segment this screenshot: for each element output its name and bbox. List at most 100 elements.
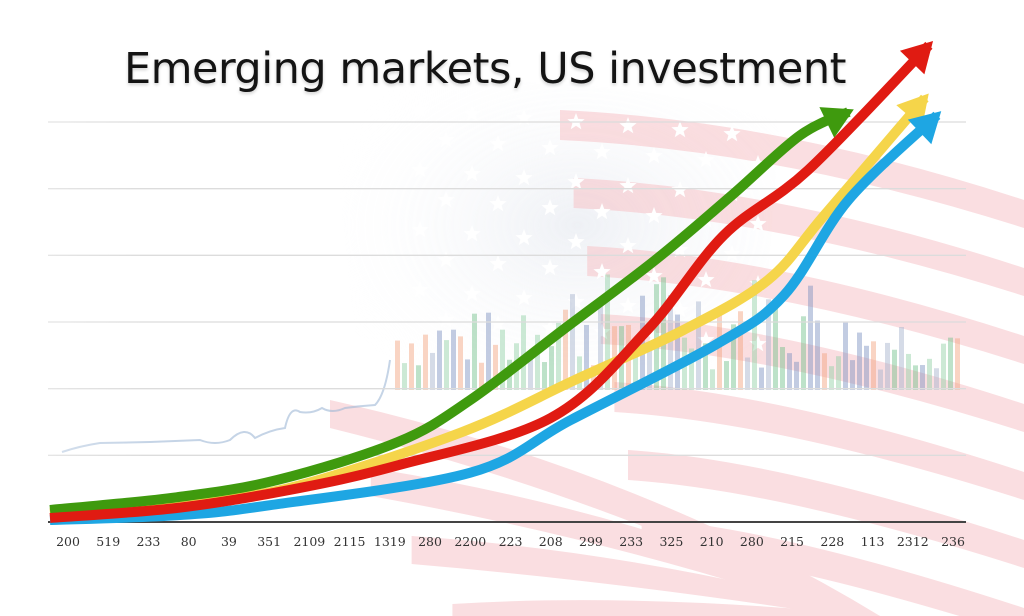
skyline-building bbox=[808, 285, 813, 390]
x-tick-label: 351 bbox=[257, 534, 282, 549]
skyline-building bbox=[934, 368, 939, 390]
x-tick-label: 519 bbox=[96, 534, 121, 549]
x-tick-label: 299 bbox=[579, 534, 603, 549]
series-arrowhead-blue bbox=[907, 111, 942, 145]
flag-star bbox=[515, 109, 533, 126]
skyline-building bbox=[906, 353, 911, 390]
skyline-building bbox=[780, 347, 785, 390]
skyline-building bbox=[465, 359, 470, 390]
flag-star bbox=[619, 177, 637, 194]
skyline-building bbox=[850, 360, 855, 390]
flag-stripe bbox=[573, 178, 1024, 296]
skyline-building bbox=[570, 294, 575, 390]
flag-star bbox=[489, 255, 507, 272]
skyline-building bbox=[535, 334, 540, 390]
flag-star bbox=[697, 151, 715, 168]
flag-star bbox=[489, 195, 507, 212]
flag-star bbox=[723, 245, 741, 262]
skyline-building bbox=[836, 356, 841, 390]
flag-star bbox=[437, 311, 455, 328]
skyline-building bbox=[703, 343, 708, 390]
x-tick-label: 223 bbox=[498, 534, 523, 549]
skyline-building bbox=[920, 365, 925, 390]
flag-star bbox=[749, 335, 767, 352]
flag-star bbox=[463, 225, 481, 242]
flag-star bbox=[541, 199, 559, 216]
x-tick-label: 215 bbox=[780, 534, 805, 549]
flag-star bbox=[567, 113, 585, 130]
x-tick-label: 236 bbox=[941, 534, 965, 549]
x-tick-label: 2109 bbox=[293, 534, 326, 549]
skyline-building bbox=[801, 316, 806, 390]
skyline-building bbox=[486, 312, 491, 390]
flag-stripe bbox=[560, 110, 1024, 228]
skyline-building bbox=[689, 348, 694, 390]
skyline-building bbox=[521, 315, 526, 390]
flag-stripe bbox=[411, 536, 880, 616]
skyline-building bbox=[927, 358, 932, 390]
skyline-building bbox=[731, 324, 736, 390]
skyline-building bbox=[479, 362, 484, 390]
series-layer bbox=[49, 41, 942, 525]
flag-star bbox=[463, 105, 481, 122]
flag-star bbox=[489, 135, 507, 152]
flag-star bbox=[567, 293, 585, 310]
flag-star bbox=[541, 259, 559, 276]
skyline-building bbox=[493, 344, 498, 390]
flag-star bbox=[437, 131, 455, 148]
flag-stripe bbox=[614, 382, 1024, 500]
x-tick-label: 280 bbox=[418, 534, 442, 549]
skyline-building bbox=[864, 345, 869, 390]
flag-star bbox=[645, 147, 663, 164]
skyline-building bbox=[787, 353, 792, 390]
skyline-building bbox=[500, 329, 505, 390]
x-tick-label: 325 bbox=[659, 534, 684, 549]
flag-star bbox=[437, 191, 455, 208]
x-tick-label: 233 bbox=[619, 534, 644, 549]
skyline-building bbox=[815, 320, 820, 390]
flag-star bbox=[463, 165, 481, 182]
x-tick-label: 228 bbox=[820, 534, 845, 549]
skyline-building bbox=[633, 343, 638, 390]
flag-star bbox=[567, 173, 585, 190]
skyline-building bbox=[605, 274, 610, 390]
flag-star bbox=[567, 233, 585, 250]
skyline-building bbox=[871, 341, 876, 390]
skyline-building bbox=[822, 353, 827, 390]
skyline-building bbox=[829, 366, 834, 390]
flag-star bbox=[723, 125, 741, 142]
series-arrowhead-green bbox=[819, 107, 854, 138]
flag-star bbox=[671, 121, 689, 138]
flag-star bbox=[593, 203, 611, 220]
skyline-building bbox=[892, 349, 897, 390]
x-tick-label: 113 bbox=[860, 534, 885, 549]
skyline-building bbox=[654, 284, 659, 390]
flag-stripe bbox=[452, 600, 880, 616]
series-arrowhead-red bbox=[899, 41, 934, 75]
flag-stripe bbox=[641, 518, 1024, 616]
x-tick-label: 2200 bbox=[454, 534, 487, 549]
x-tick-label: 2312 bbox=[896, 534, 929, 549]
flag-star bbox=[489, 315, 507, 332]
skyline-building bbox=[668, 295, 673, 390]
skyline-building bbox=[941, 343, 946, 390]
flag-star bbox=[541, 139, 559, 156]
x-tick-label: 233 bbox=[136, 534, 161, 549]
flag-star bbox=[645, 207, 663, 224]
us-flag-background bbox=[330, 82, 1024, 616]
skyline-building bbox=[675, 314, 680, 390]
x-tick-label: 208 bbox=[538, 534, 563, 549]
skyline-building bbox=[766, 299, 771, 390]
flag-stripe bbox=[330, 400, 880, 616]
flag-star bbox=[671, 241, 689, 258]
x-tick-label: 39 bbox=[220, 534, 237, 549]
series-line-red bbox=[49, 41, 933, 523]
skyline-building bbox=[745, 357, 750, 390]
skyline-building bbox=[710, 369, 715, 390]
skyline-building bbox=[955, 338, 960, 390]
x-tick-label: 1319 bbox=[373, 534, 406, 549]
skyline-building bbox=[528, 354, 533, 390]
skyline-building bbox=[549, 346, 554, 390]
flag-star bbox=[515, 289, 533, 306]
